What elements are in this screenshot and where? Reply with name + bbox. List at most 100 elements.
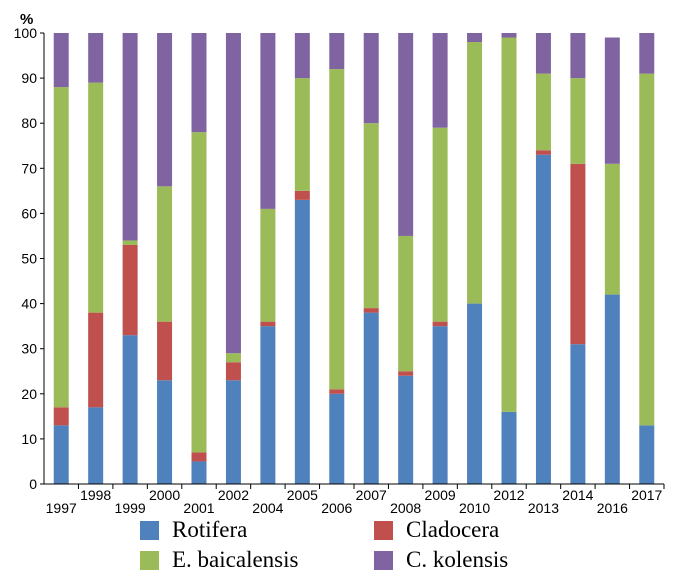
y-axis-label: %	[20, 11, 33, 28]
x-tick-label: 1999	[115, 500, 146, 516]
y-tick-label: 50	[21, 251, 37, 267]
y-tick-label: 90	[21, 70, 37, 86]
x-tick-label: 2009	[425, 487, 456, 503]
bar-segment-rotifera-2014	[570, 344, 586, 484]
y-tick-label: 20	[21, 386, 37, 402]
bar-segment-c-kolensis-2014	[570, 33, 586, 79]
bar-segment-cladocera-1999	[122, 244, 138, 336]
x-tick-label: 2005	[287, 487, 318, 503]
bar-segment-e-baicalensis-2001	[191, 132, 207, 453]
bar-segment-e-baicalensis-1999	[122, 240, 138, 245]
bar-segment-e-baicalensis-2014	[570, 78, 586, 164]
bar-segment-c-kolensis-2002	[225, 33, 241, 354]
bar-segment-cladocera-2001	[191, 452, 207, 462]
x-tick-label: 2013	[528, 500, 559, 516]
bar-segment-c-kolensis-2001	[191, 33, 207, 133]
y-tick-label: 0	[29, 476, 37, 492]
bar-segment-c-kolensis-2005	[294, 33, 310, 79]
bar-segment-rotifera-2010	[467, 303, 483, 484]
x-tick-label: 2016	[597, 500, 628, 516]
bar-segment-rotifera-2008	[398, 375, 414, 484]
bar-segment-cladocera-2006	[329, 389, 345, 394]
legend-swatch-rotifera	[140, 520, 159, 540]
bar-segment-c-kolensis-2000	[157, 33, 173, 187]
bar-segment-c-kolensis-2016	[604, 37, 620, 164]
legend-item-e-baicalensis: E. baicalensis	[140, 547, 299, 572]
bar-segment-c-kolensis-2009	[432, 33, 448, 128]
x-tick-label: 2010	[459, 500, 490, 516]
bar-segment-e-baicalensis-2009	[432, 127, 448, 322]
bar-segment-rotifera-2016	[604, 294, 620, 484]
x-tick-label: 2014	[562, 487, 593, 503]
bar-segment-rotifera-2001	[191, 461, 207, 484]
legend-item-cladocera: Cladocera	[374, 517, 500, 542]
bar-segment-rotifera-1998	[88, 407, 104, 484]
bar-segment-c-kolensis-1997	[53, 33, 69, 88]
bar-segment-e-baicalensis-2017	[639, 73, 655, 426]
stacked-bar-chart: % 0 10 20 30 40 50 60 70 80 90 100 1997199819992000…	[14, 11, 665, 516]
bar-segment-c-kolensis-1999	[122, 33, 138, 241]
bar-segment-e-baicalensis-2016	[604, 163, 620, 295]
bar-segment-rotifera-2005	[294, 199, 310, 484]
legend-swatch-cladocera	[374, 520, 393, 540]
y-tick-label: 10	[21, 431, 37, 447]
bar-segment-e-baicalensis-2004	[260, 208, 276, 322]
bar-segment-cladocera-1997	[53, 407, 69, 426]
y-tick-label: 80	[21, 115, 37, 131]
bar-segment-c-kolensis-1998	[88, 33, 104, 83]
legend-label-cladocera: Cladocera	[406, 517, 500, 542]
x-tick-label: 2000	[149, 487, 180, 503]
bar-segment-cladocera-2000	[157, 321, 173, 381]
x-tick-label: 2008	[390, 500, 421, 516]
legend-label-e-baicalensis: E. baicalensis	[172, 547, 299, 572]
bar-segment-e-baicalensis-2002	[225, 353, 241, 363]
x-tick-label: 2012	[493, 487, 524, 503]
bar-segment-rotifera-2004	[260, 326, 276, 484]
bar-segment-e-baicalensis-2008	[398, 235, 414, 372]
bar-segment-cladocera-2002	[225, 362, 241, 381]
x-tick-label: 2006	[321, 500, 352, 516]
bar-segment-rotifera-2009	[432, 326, 448, 484]
bar-segment-cladocera-2014	[570, 163, 586, 345]
bar-segment-c-kolensis-2006	[329, 33, 345, 70]
x-tick-label: 2002	[218, 487, 249, 503]
x-tick-label: 1998	[80, 487, 111, 503]
bar-segment-rotifera-2007	[363, 312, 379, 484]
bar-segment-e-baicalensis-2013	[535, 73, 551, 151]
legend-item-rotifera: Rotifera	[140, 517, 248, 542]
bar-segment-c-kolensis-2010	[467, 33, 483, 43]
bar-segment-cladocera-2007	[363, 308, 379, 313]
bar-segment-rotifera-1997	[53, 425, 69, 484]
legend-swatch-e-baicalensis	[140, 550, 159, 570]
bar-segment-cladocera-2004	[260, 321, 276, 327]
y-tick-label: 100	[14, 25, 38, 41]
bar-segment-e-baicalensis-2006	[329, 69, 345, 390]
bar-segment-c-kolensis-2017	[639, 33, 655, 74]
x-tick-label: 2004	[252, 500, 283, 516]
bar-segment-rotifera-2006	[329, 393, 345, 484]
bar-segment-e-baicalensis-1997	[53, 87, 69, 408]
bar-segment-rotifera-2002	[225, 380, 241, 484]
bar-segment-cladocera-2005	[294, 190, 310, 200]
x-tick-label: 1997	[46, 500, 77, 516]
x-tick-label: 2017	[631, 487, 662, 503]
bar-segment-rotifera-2012	[501, 411, 517, 484]
y-tick-label: 40	[21, 296, 37, 312]
y-tick-label: 30	[21, 341, 37, 357]
y-tick-label: 70	[21, 160, 37, 176]
bar-segment-rotifera-1999	[122, 335, 138, 484]
bar-segment-c-kolensis-2008	[398, 33, 414, 236]
bar-segment-e-baicalensis-1998	[88, 82, 104, 313]
bar-segment-e-baicalensis-2000	[157, 186, 173, 322]
bar-segment-c-kolensis-2004	[260, 33, 276, 209]
x-tick-label: 2001	[183, 500, 214, 516]
bar-segment-e-baicalensis-2005	[294, 78, 310, 191]
bar-segment-rotifera-2000	[157, 380, 173, 484]
y-tick-label: 60	[21, 205, 37, 221]
bar-segment-e-baicalensis-2010	[467, 42, 483, 304]
legend-label-rotifera: Rotifera	[172, 517, 248, 542]
bar-segment-cladocera-2013	[535, 150, 551, 155]
legend-item-c-kolensis: C. kolensis	[374, 547, 508, 572]
bar-segment-rotifera-2013	[535, 154, 551, 484]
bar-segment-rotifera-2017	[639, 425, 655, 484]
